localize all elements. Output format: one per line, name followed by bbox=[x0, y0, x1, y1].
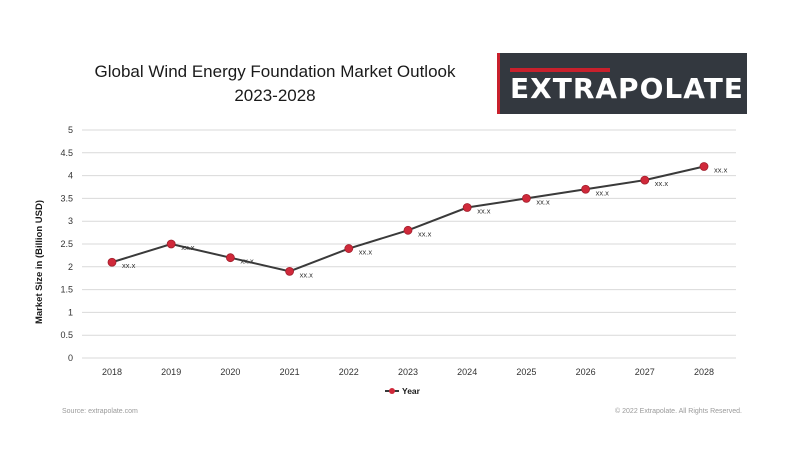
data-point bbox=[462, 203, 472, 212]
brand-logo: EXTRAPOLATE bbox=[497, 53, 747, 114]
source-note: Source: extrapolate.com bbox=[62, 408, 138, 415]
y-tick-label: 3 bbox=[68, 216, 73, 226]
series-path bbox=[111, 165, 705, 273]
legend-label: Year bbox=[402, 386, 421, 396]
y-tick-label: 1 bbox=[68, 307, 73, 317]
x-tick-label: 2020 bbox=[220, 367, 240, 377]
legend-marker-swatch bbox=[389, 388, 395, 394]
x-tick-label: 2023 bbox=[398, 367, 418, 377]
x-axis-ticks: 2018 2019 2020 2021 2022 2023 2024 2025 2026 2027… bbox=[102, 367, 714, 377]
x-tick-label: 2024 bbox=[457, 367, 477, 377]
x-tick-label: 2018 bbox=[102, 367, 122, 377]
y-tick-label: 0 bbox=[68, 353, 73, 363]
x-tick-label: 2027 bbox=[635, 367, 655, 377]
chart-legend: Year bbox=[385, 386, 421, 396]
data-label: xx.x bbox=[596, 188, 610, 197]
data-point bbox=[166, 239, 176, 249]
data-label: xx.x bbox=[714, 165, 728, 174]
data-label: xx.x bbox=[655, 179, 669, 188]
y-axis-label: Market Size in (Billion USD) bbox=[34, 200, 45, 324]
data-label: xx.x bbox=[122, 261, 136, 270]
data-label: xx.x bbox=[418, 229, 432, 238]
y-tick-label: 5 bbox=[68, 125, 73, 135]
x-tick-label: 2026 bbox=[576, 367, 596, 377]
x-tick-label: 2019 bbox=[161, 367, 181, 377]
data-point bbox=[403, 225, 413, 235]
y-tick-label: 4 bbox=[68, 171, 73, 181]
y-axis-ticks: 0 0.5 1 1.5 2 2.5 3 3.5 4 4.5 5 bbox=[60, 125, 73, 363]
data-point bbox=[344, 244, 354, 253]
x-tick-label: 2028 bbox=[694, 367, 714, 377]
y-tick-label: 1.5 bbox=[60, 285, 73, 295]
data-point bbox=[581, 184, 590, 194]
data-point bbox=[107, 257, 117, 267]
data-point bbox=[225, 253, 235, 263]
data-label: xx.x bbox=[536, 197, 550, 206]
y-tick-label: 2 bbox=[68, 262, 73, 272]
data-point bbox=[699, 162, 709, 171]
data-label: xx.x bbox=[240, 257, 254, 266]
chart-title: Global Wind Energy Foundation Market Out… bbox=[60, 60, 490, 108]
chart-title-line-2: 2023-2028 bbox=[234, 86, 316, 105]
y-tick-label: 2.5 bbox=[60, 239, 73, 249]
data-label: xx.x bbox=[181, 243, 195, 252]
x-tick-label: 2025 bbox=[516, 367, 536, 377]
copyright-note: © 2022 Extrapolate. All Rights Reserved. bbox=[615, 408, 742, 415]
data-label: xx.x bbox=[477, 207, 491, 216]
data-point bbox=[640, 175, 650, 185]
logo-accent-bar bbox=[510, 68, 610, 72]
x-tick-label: 2022 bbox=[339, 367, 359, 377]
logo-text: EXTRAPOLATE bbox=[510, 72, 744, 105]
y-tick-label: 4.5 bbox=[60, 148, 73, 158]
data-point bbox=[285, 266, 295, 276]
x-tick-label: 2021 bbox=[280, 367, 300, 377]
chart-title-line-1: Global Wind Energy Foundation Market Out… bbox=[94, 62, 456, 81]
series-line: xx.x xx.x xx.x xx.x xx.x xx.x xx.x xx.x xx.x xx.x… bbox=[107, 162, 728, 279]
data-point bbox=[522, 193, 531, 203]
y-tick-label: 0.5 bbox=[60, 330, 73, 340]
y-tick-label: 3.5 bbox=[60, 193, 73, 203]
data-label: xx.x bbox=[359, 248, 373, 257]
chart-gridlines bbox=[82, 129, 736, 359]
data-label: xx.x bbox=[300, 270, 314, 279]
